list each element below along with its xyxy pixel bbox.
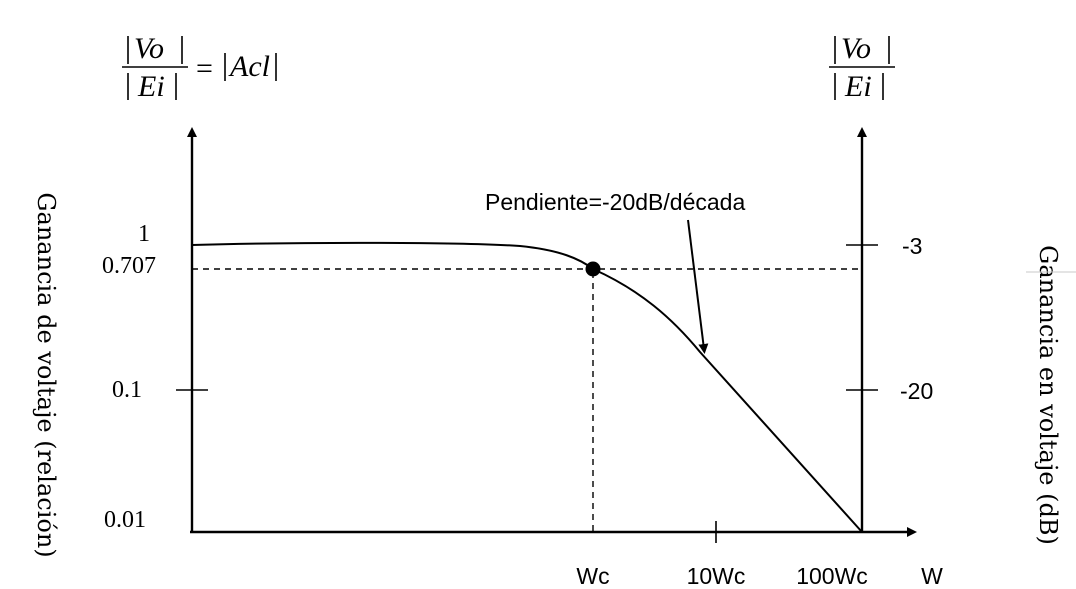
- right-formula-numerator: Vo: [841, 32, 871, 65]
- left-tick-label-01: 0.1: [112, 377, 142, 403]
- cutoff-point: [585, 261, 601, 277]
- x-tick-label-100wc: 100Wc: [796, 563, 868, 589]
- left-formula-numerator: Vo: [134, 32, 164, 65]
- left-tick-label-0707: 0.707: [102, 253, 156, 279]
- left-tick-label-001: 0.01: [104, 507, 146, 533]
- left-formula-denominator: Ei: [137, 70, 165, 103]
- x-tick-label-10wc: 10Wc: [687, 563, 746, 589]
- left-tick-label-1: 1: [138, 221, 150, 247]
- x-tick-label-wc: Wc: [576, 563, 609, 589]
- right-axis-title: Ganancia en voltaje (dB): [1034, 245, 1062, 545]
- left-formula-equals: =: [196, 52, 213, 85]
- x-axis-label-w: W: [921, 563, 943, 589]
- right-formula-denominator: Ei: [844, 70, 872, 103]
- left-formula-rhs: Acl: [228, 50, 270, 83]
- right-tick-label-minus20: -20: [900, 378, 933, 404]
- left-gain-formula: Vo Ei = Acl: [122, 32, 277, 103]
- right-gain-formula: Vo Ei: [829, 32, 895, 103]
- slope-annotation-arrow: [687, 219, 709, 354]
- right-tick-label-minus3: -3: [902, 233, 922, 259]
- gain-response-curve: [191, 241, 863, 533]
- left-axis-title: Ganancia de voltaje (relación): [32, 192, 60, 557]
- slope-annotation: Pendiente=-20dB/década: [485, 189, 745, 215]
